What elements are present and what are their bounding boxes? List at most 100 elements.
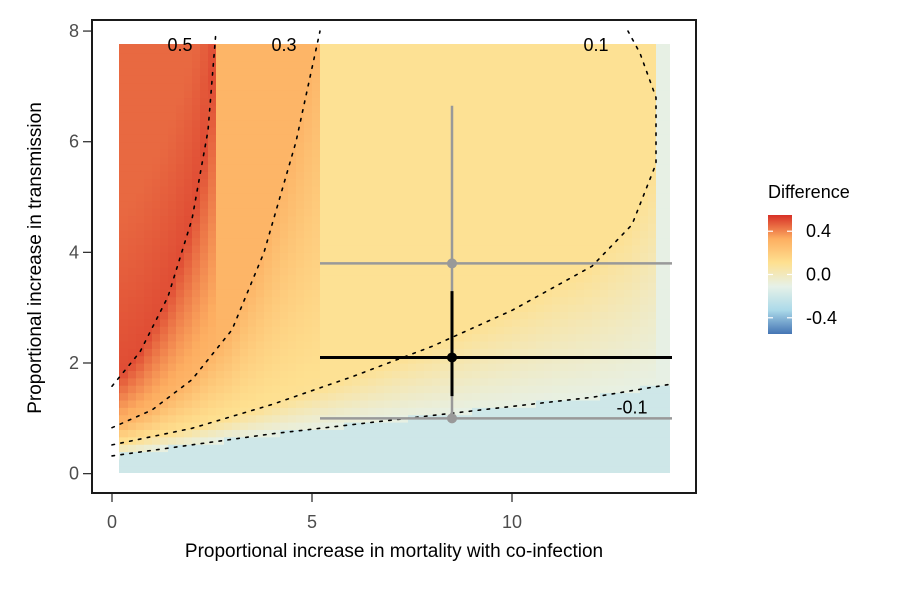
heatmap-tile: [120, 414, 129, 423]
heatmap-tile: [344, 399, 353, 408]
heatmap-tile: [616, 458, 625, 467]
heatmap-tile: [248, 267, 257, 276]
heatmap-tile: [664, 318, 670, 327]
heatmap-tile: [336, 289, 345, 298]
heatmap-tile: [176, 348, 185, 357]
heatmap-tile: [456, 149, 465, 158]
heatmap-tile: [520, 97, 529, 106]
heatmap-tile: [312, 178, 321, 187]
heatmap-tile: [352, 451, 361, 460]
heatmap-tile: [648, 82, 657, 91]
heatmap-tile: [616, 289, 625, 298]
heatmap-tile: [248, 362, 257, 371]
heatmap-tile: [128, 193, 137, 202]
heatmap-tile: [312, 163, 321, 172]
heatmap-tile: [384, 436, 393, 445]
heatmap-tile: [584, 119, 593, 128]
heatmap-tile: [352, 149, 361, 158]
heatmap-tile: [568, 289, 577, 298]
heatmap-tile: [336, 392, 345, 401]
heatmap-tile: [424, 377, 433, 386]
heatmap-tile: [432, 75, 441, 84]
heatmap-tile: [656, 222, 665, 231]
heatmap-tile: [576, 90, 585, 99]
heatmap-tile: [664, 149, 670, 158]
heatmap-tile: [120, 407, 129, 416]
heatmap-tile: [160, 82, 169, 91]
heatmap-tile: [432, 126, 441, 135]
heatmap-tile: [504, 141, 513, 150]
heatmap-tile: [232, 303, 241, 312]
heatmap-tile: [224, 281, 233, 290]
heatmap-tile: [384, 281, 393, 290]
heatmap-tile: [328, 355, 337, 364]
heatmap-tile: [520, 436, 529, 445]
heatmap-tile: [528, 53, 537, 62]
heatmap-tile: [352, 377, 361, 386]
heatmap-tile: [544, 451, 553, 460]
heatmap-tile: [600, 44, 609, 47]
heatmap-tile: [160, 370, 169, 379]
heatmap-tile: [360, 200, 369, 209]
heatmap-tile: [392, 237, 401, 246]
heatmap-tile: [376, 67, 385, 76]
heatmap-tile: [328, 326, 337, 335]
heatmap-tile: [232, 82, 241, 91]
heatmap-tile: [616, 311, 625, 320]
heatmap-tile: [192, 134, 201, 143]
heatmap-tile: [640, 355, 649, 364]
heatmap-tile: [480, 355, 489, 364]
heatmap-tile: [352, 244, 361, 253]
heatmap-tile: [216, 274, 225, 283]
heatmap-tile: [640, 385, 649, 394]
heatmap-tile: [208, 355, 217, 364]
heatmap-tile: [119, 185, 121, 194]
heatmap-tile: [128, 340, 137, 349]
heatmap-tile: [440, 244, 449, 253]
heatmap-tile: [192, 112, 201, 121]
heatmap-tile: [312, 53, 321, 62]
heatmap-tile: [360, 407, 369, 416]
heatmap-tile: [264, 311, 273, 320]
heatmap-tile: [160, 289, 169, 298]
heatmap-tile: [552, 75, 561, 84]
heatmap-tile: [120, 208, 129, 217]
heatmap-tile: [608, 156, 617, 165]
heatmap-tile: [472, 444, 481, 453]
heatmap-tile: [408, 252, 417, 261]
heatmap-tile: [232, 97, 241, 106]
heatmap-tile: [536, 141, 545, 150]
heatmap-tile: [232, 333, 241, 342]
heatmap-tile: [656, 134, 665, 143]
heatmap-tile: [656, 97, 665, 106]
heatmap-tile: [480, 348, 489, 357]
heatmap-tile: [312, 134, 321, 143]
heatmap-tile: [400, 392, 409, 401]
heatmap-tile: [480, 237, 489, 246]
heatmap-tile: [384, 141, 393, 150]
heatmap-tile: [520, 281, 529, 290]
heatmap-tile: [592, 45, 601, 54]
heatmap-tile: [216, 259, 225, 268]
heatmap-tile: [328, 44, 337, 47]
heatmap-tile: [352, 333, 361, 342]
heatmap-tile: [504, 75, 513, 84]
heatmap-tile: [592, 303, 601, 312]
heatmap-tile: [488, 370, 497, 379]
heatmap-tile: [408, 126, 417, 135]
heatmap-tile: [384, 289, 393, 298]
heatmap-tile: [400, 200, 409, 209]
heatmap-tile: [432, 163, 441, 172]
heatmap-tile: [624, 149, 633, 158]
heatmap-tile: [640, 303, 649, 312]
heatmap-tile: [384, 311, 393, 320]
heatmap-tile: [640, 171, 649, 180]
heatmap-tile: [400, 348, 409, 357]
heatmap-tile: [584, 200, 593, 209]
heatmap-tile: [288, 67, 297, 76]
heatmap-tile: [584, 44, 593, 47]
heatmap-tile: [288, 466, 297, 473]
heatmap-tile: [288, 458, 297, 467]
heatmap-tile: [608, 90, 617, 99]
heatmap-tile: [488, 296, 497, 305]
